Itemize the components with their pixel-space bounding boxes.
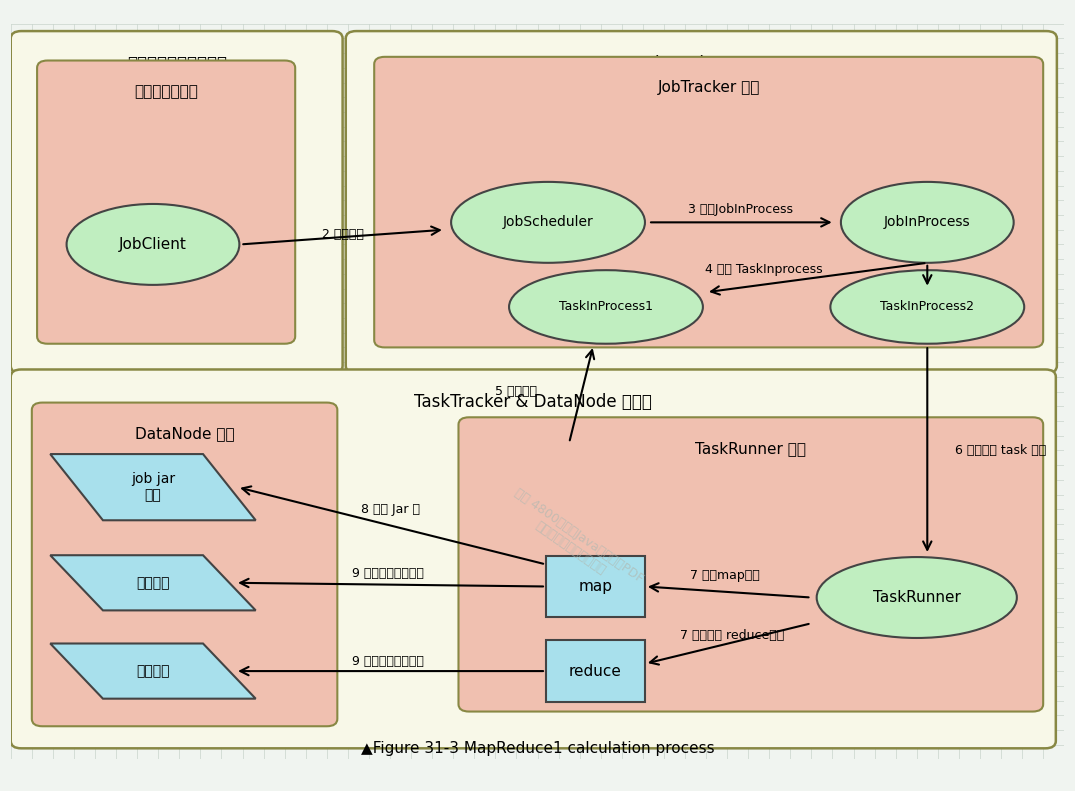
FancyBboxPatch shape [38,61,296,344]
Text: 5 心跳通信: 5 心跳通信 [496,385,538,398]
FancyBboxPatch shape [459,418,1043,712]
Text: TaskInProcess2: TaskInProcess2 [880,301,974,313]
Text: 大数据应用进程: 大数据应用进程 [134,84,198,99]
Text: TaskInProcess1: TaskInProcess1 [559,301,653,313]
Text: 8 下载 Jar 包: 8 下载 Jar 包 [360,503,419,516]
Ellipse shape [510,271,703,344]
FancyBboxPatch shape [374,57,1043,347]
FancyBboxPatch shape [546,555,645,618]
Ellipse shape [452,182,645,263]
Ellipse shape [830,271,1024,344]
Ellipse shape [817,557,1017,638]
Text: TaskRunner 进程: TaskRunner 进程 [696,441,806,456]
Polygon shape [51,555,256,611]
Text: 7 或者启动 reduce进程: 7 或者启动 reduce进程 [680,630,785,642]
Text: 2 提交作业: 2 提交作业 [321,229,363,241]
FancyBboxPatch shape [346,31,1057,373]
Text: 9 输出计算结果数据: 9 输出计算结果数据 [352,655,424,668]
FancyBboxPatch shape [32,403,338,726]
Text: map: map [578,579,613,594]
Text: JobTracker 进程: JobTracker 进程 [658,81,760,96]
Text: 4 创建 TaskInprocess: 4 创建 TaskInprocess [705,263,822,276]
Text: TaskRunner: TaskRunner [873,590,961,605]
Ellipse shape [67,204,240,285]
Text: 领取 4800页尼恩Java面试宝典PDF
关注公众号：技术自由圈: 领取 4800页尼恩Java面试宝典PDF 关注公众号：技术自由圈 [503,486,645,598]
Text: JobInProcess: JobInProcess [884,215,971,229]
Polygon shape [51,454,256,520]
Text: JobClient: JobClient [119,237,187,252]
Text: 7 启动map进程: 7 启动map进程 [690,569,760,582]
FancyBboxPatch shape [546,640,645,702]
Text: 输入数据: 输入数据 [137,576,170,590]
Text: ▲Figure 31-3 MapReduce1 calculation process: ▲Figure 31-3 MapReduce1 calculation proc… [361,740,714,755]
Text: 输出数据: 输出数据 [137,664,170,678]
Text: TaskTracker & DataNode 服务器: TaskTracker & DataNode 服务器 [414,393,653,411]
Text: 6 分发一个 task 任务: 6 分发一个 task 任务 [956,444,1047,457]
Ellipse shape [841,182,1014,263]
Text: JobScheduler: JobScheduler [503,215,593,229]
Text: 大数据应用程序服务器: 大数据应用程序服务器 [127,55,227,73]
Text: 3 创建JobInProcess: 3 创建JobInProcess [688,202,793,216]
Text: 9 读取分片的数据块: 9 读取分片的数据块 [352,567,424,581]
FancyBboxPatch shape [11,31,343,373]
Text: reduce: reduce [569,664,621,679]
Text: DataNode 进程: DataNode 进程 [134,426,234,441]
Text: JobTracker 服务器: JobTracker 服务器 [641,55,762,73]
Text: job jar
文件: job jar 文件 [131,472,175,502]
Polygon shape [51,644,256,698]
FancyBboxPatch shape [11,369,1056,748]
